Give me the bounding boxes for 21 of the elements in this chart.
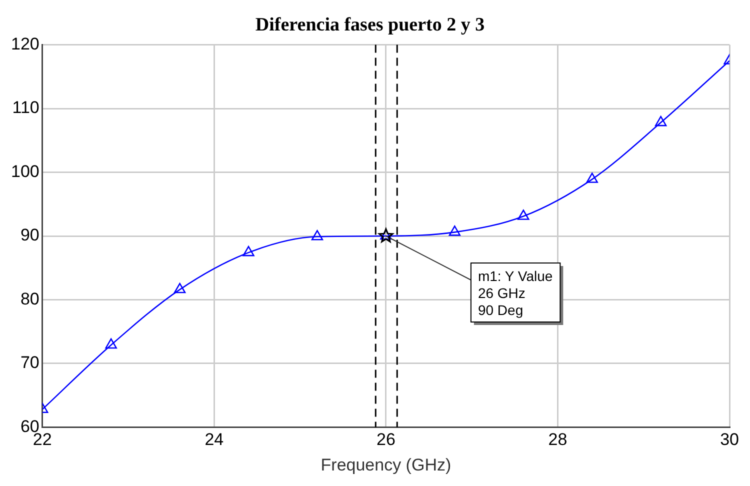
y-tick-label: 90 bbox=[20, 226, 40, 245]
x-tick-label: 26 bbox=[376, 430, 396, 450]
y-tick-label: 70 bbox=[20, 353, 40, 372]
point bbox=[654, 116, 667, 126]
point bbox=[311, 230, 324, 240]
y-tick-label: 110 bbox=[12, 98, 40, 118]
annotation: m1: Y Value 26 GHz 90 Deg bbox=[478, 268, 553, 318]
x-axis-title: Frequency (GHz) bbox=[320, 455, 452, 474]
point bbox=[518, 210, 530, 220]
point bbox=[242, 246, 254, 256]
point bbox=[105, 338, 117, 349]
y-tick-label: 80 bbox=[20, 289, 40, 308]
point bbox=[448, 226, 461, 236]
x-tick-label: 28 bbox=[548, 430, 568, 450]
x-tick-label: 24 bbox=[204, 430, 224, 450]
y-tick-label: 120 bbox=[10, 34, 40, 54]
y-tick-label: 100 bbox=[10, 162, 40, 181]
point bbox=[174, 282, 186, 294]
chart-title: Diferencia fases puerto 2 y 3 bbox=[255, 14, 485, 36]
point bbox=[586, 172, 598, 183]
x-tick-label: 30 bbox=[720, 430, 740, 450]
